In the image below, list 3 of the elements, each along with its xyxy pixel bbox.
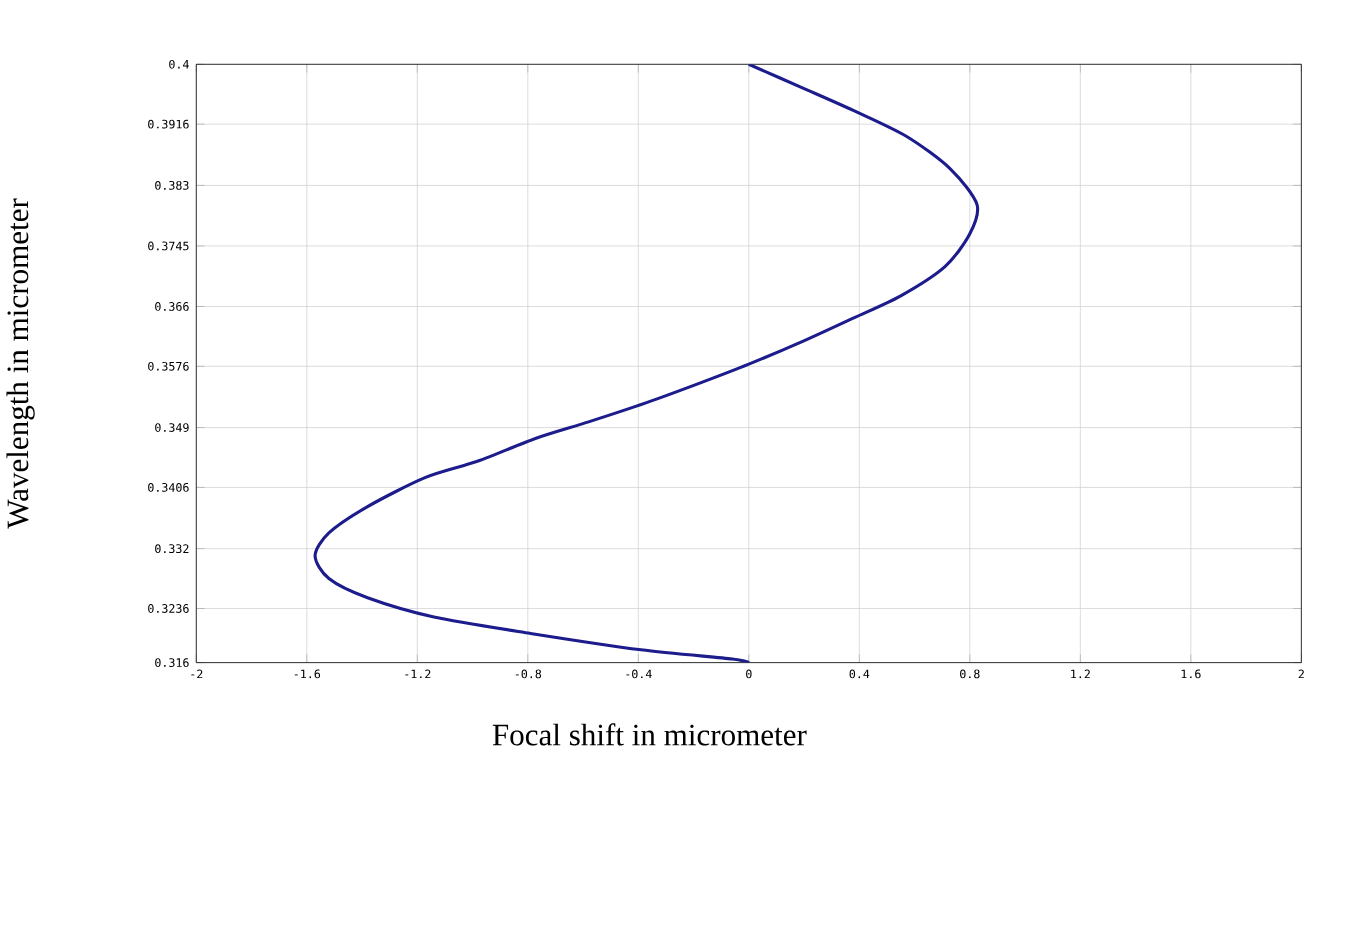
x-axis-title: Focal shift in micrometer (492, 723, 807, 746)
line-series (313, 64, 979, 663)
y-axis-title: Wavelength in micrometer (6, 198, 35, 529)
